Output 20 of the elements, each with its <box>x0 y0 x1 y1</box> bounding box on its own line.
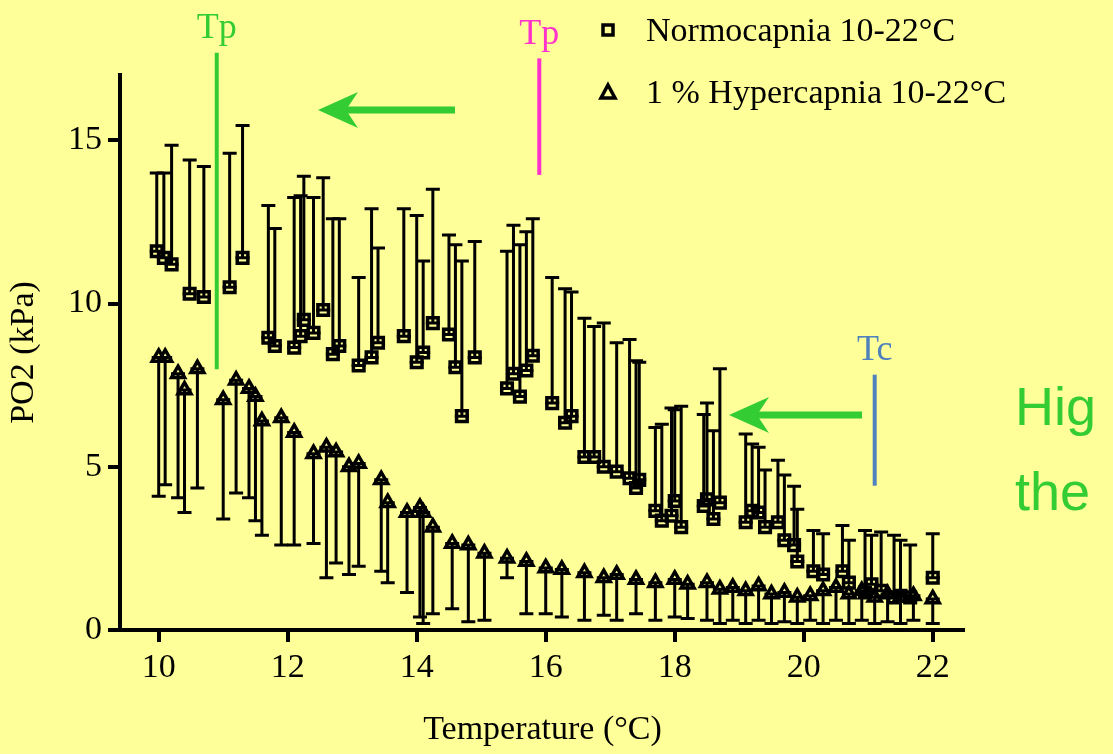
x-tick-label: 22 <box>915 647 950 685</box>
text: Hig <box>1015 376 1097 436</box>
y-tick-label: 0 <box>85 608 102 646</box>
legend-label: Normocapnia 10-22°C <box>646 10 956 48</box>
x-axis-title: Temperature (°C) <box>423 708 662 747</box>
x-tick-label: 16 <box>528 647 563 685</box>
y-axis-title: PO2 (kPa) <box>3 281 42 424</box>
x-tick-label: 10 <box>141 647 176 685</box>
x-tick-label: 14 <box>399 647 434 685</box>
y-tick-label: 15 <box>68 119 102 157</box>
text: the <box>1015 461 1091 521</box>
ref-line-label: Tp <box>519 11 560 52</box>
x-tick-label: 18 <box>657 647 692 685</box>
ref-line-label: Tp <box>196 6 237 47</box>
x-tick-label: 12 <box>270 647 305 685</box>
x-tick-label: 20 <box>786 647 821 685</box>
y-tick-label: 5 <box>85 445 102 483</box>
y-tick-label: 10 <box>68 282 102 320</box>
ref-line-label: Tc <box>856 328 893 369</box>
legend-label: 1 % Hypercapnia 10-22°C <box>646 72 1007 110</box>
